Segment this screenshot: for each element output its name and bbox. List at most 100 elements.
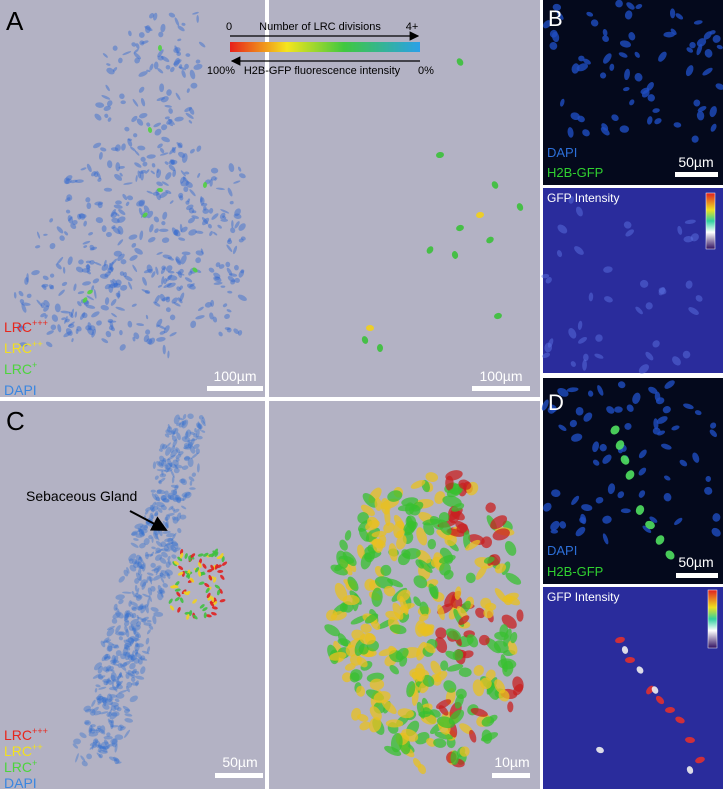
nucleus xyxy=(131,628,136,632)
nucleus xyxy=(160,576,165,584)
cell xyxy=(202,563,207,569)
nucleus xyxy=(211,213,219,220)
nucleus xyxy=(155,540,163,547)
nucleus xyxy=(116,680,122,686)
nucleus xyxy=(104,698,113,706)
legend-sup: + xyxy=(32,360,37,370)
nucleus xyxy=(560,98,565,107)
nucleus xyxy=(108,320,117,323)
nucleus xyxy=(145,25,151,34)
nucleus xyxy=(196,423,202,429)
legend-entry: LRC+++ xyxy=(4,726,48,743)
nucleus xyxy=(114,144,121,152)
nucleus xyxy=(127,320,133,328)
panel-b-bottom xyxy=(543,188,723,373)
nucleus xyxy=(174,464,179,470)
nucleus xyxy=(135,174,138,182)
nucleus xyxy=(159,455,165,462)
cell xyxy=(177,556,183,562)
nucleus xyxy=(160,504,167,511)
nucleus xyxy=(151,546,156,550)
nucleus xyxy=(187,413,194,420)
cell xyxy=(207,595,212,601)
cell xyxy=(401,497,419,507)
nucleus xyxy=(165,429,173,436)
cell xyxy=(451,251,459,259)
cell xyxy=(184,553,188,559)
cell xyxy=(620,455,630,465)
nucleus xyxy=(36,299,43,307)
cell xyxy=(490,515,508,530)
nucleus xyxy=(139,112,148,119)
nucleus xyxy=(94,113,102,121)
nucleus xyxy=(115,594,125,600)
nucleus xyxy=(201,217,209,225)
nucleus xyxy=(177,38,182,42)
nucleus xyxy=(202,416,206,424)
nucleus xyxy=(168,118,175,125)
nucleus xyxy=(177,451,184,456)
nucleus xyxy=(146,597,150,607)
intensity-title: GFP Intensity xyxy=(547,191,619,205)
nucleus xyxy=(139,525,145,534)
nucleus xyxy=(111,618,118,624)
cell xyxy=(625,656,635,664)
nucleus xyxy=(647,116,653,125)
nucleus xyxy=(202,217,210,226)
nucleus xyxy=(89,325,96,331)
nucleus xyxy=(129,564,137,572)
nucleus xyxy=(49,218,54,223)
nucleus xyxy=(109,262,114,272)
nucleus xyxy=(96,693,102,701)
nucleus xyxy=(150,551,155,557)
nucleus xyxy=(178,237,186,241)
cell xyxy=(334,582,348,602)
nucleus xyxy=(195,428,200,438)
nucleus xyxy=(44,314,48,319)
nucleus xyxy=(86,295,95,301)
nucleus xyxy=(129,654,136,661)
cell xyxy=(341,672,353,683)
nucleus xyxy=(115,279,122,286)
nucleus xyxy=(133,561,140,569)
nucleus xyxy=(131,531,138,536)
nucleus xyxy=(586,11,594,17)
nucleus xyxy=(91,311,100,318)
nucleus xyxy=(125,638,135,643)
nucleus xyxy=(174,229,181,237)
cell xyxy=(456,58,464,66)
nucleus xyxy=(93,171,99,178)
nucleus xyxy=(170,449,179,458)
nucleus xyxy=(123,645,130,650)
nucleus xyxy=(56,256,64,265)
nucleus xyxy=(197,421,202,431)
cell xyxy=(326,609,338,622)
nucleus xyxy=(139,230,144,241)
nucleus xyxy=(545,277,552,284)
nucleus xyxy=(92,278,100,284)
nucleus xyxy=(198,415,204,420)
nucleus xyxy=(164,537,174,542)
cell xyxy=(216,589,221,596)
cell xyxy=(387,578,404,588)
nucleus xyxy=(181,153,188,163)
nucleus xyxy=(218,264,225,269)
cell xyxy=(344,663,356,671)
cell xyxy=(443,680,457,693)
cell xyxy=(422,674,435,687)
nucleus xyxy=(228,163,235,173)
nucleus xyxy=(105,669,110,673)
cell xyxy=(445,628,461,641)
nucleus xyxy=(150,562,156,568)
cell xyxy=(210,564,215,571)
nucleus xyxy=(159,191,168,199)
cell xyxy=(655,535,665,545)
nucleus xyxy=(709,106,717,118)
nucleus xyxy=(604,296,613,303)
nucleus xyxy=(129,662,136,670)
nucleus xyxy=(113,644,119,649)
cell xyxy=(186,613,190,620)
nucleus xyxy=(105,84,110,92)
nucleus xyxy=(168,159,178,165)
cell xyxy=(665,550,675,560)
